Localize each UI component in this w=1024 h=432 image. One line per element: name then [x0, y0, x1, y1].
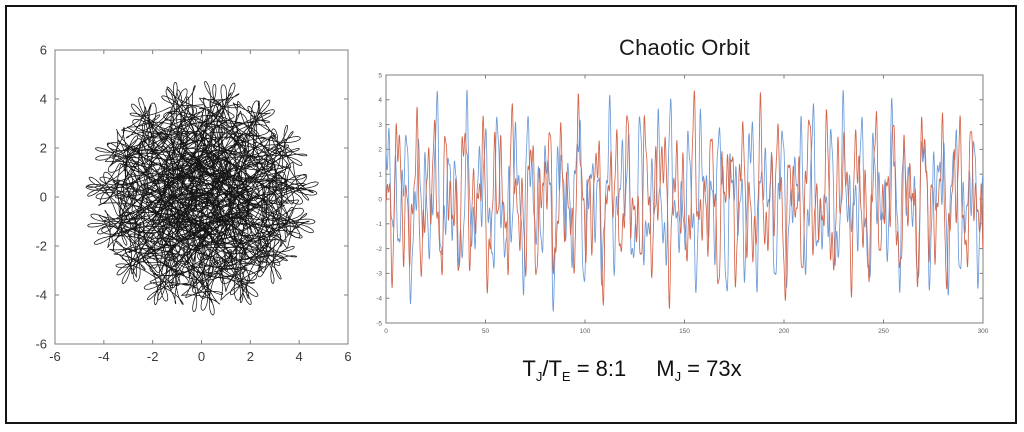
orbit-plot-xtick-label: 2 [247, 349, 254, 364]
timeseries-plot-xtick-label: 150 [679, 328, 690, 335]
orbit-plot-xtick-label: 6 [344, 349, 351, 364]
timeseries-plot-ytick-label: 0 [378, 196, 382, 203]
timeseries-plot-xtick-label: 300 [978, 328, 989, 335]
timeseries-plot-xtick-label: 100 [580, 328, 591, 335]
caption-M: M [656, 356, 675, 381]
timeseries-plot-ytick-label: 5 [378, 72, 382, 79]
timeseries-plot-xtick-label: 200 [779, 328, 790, 335]
orbit-plot-xtick-label: 4 [296, 349, 303, 364]
timeseries-plot-xtick-label: 0 [384, 328, 388, 335]
series-path-body-1-blue [386, 89, 983, 312]
figure-border [5, 5, 1017, 424]
caption-sub-J1: J [535, 369, 543, 384]
timeseries-plot-xtick-label: 250 [878, 328, 889, 335]
orbit-plot-ytick-label: 4 [40, 92, 47, 107]
caption-mass-value: = 73x [681, 356, 742, 381]
orbit-plot-xtick-label: 0 [198, 349, 205, 364]
series-path-body-2-orange [386, 90, 983, 309]
timeseries-plot-ytick-label: 4 [378, 97, 382, 104]
timeseries-plot-ytick-label: -1 [376, 221, 382, 228]
caption: TJ/TE = 8:1 MJ = 73x [522, 356, 741, 384]
orbit-plot-xtick-label: -4 [98, 349, 110, 364]
timeseries-plot-xtick-label: 50 [482, 328, 490, 335]
timeseries-plot-ytick-label: -5 [376, 320, 382, 327]
timeseries-plot-ytick-label: -3 [376, 271, 382, 278]
orbit-plot-ytick-label: -2 [35, 239, 47, 254]
orbit-plot-ytick-label: 0 [40, 190, 47, 205]
caption-T1: T [522, 356, 536, 381]
timeseries-plot-ytick-label: 2 [378, 147, 382, 154]
orbit-plot-ytick-label: 2 [40, 141, 47, 156]
timeseries-plot-ytick-label: 1 [378, 172, 382, 179]
orbit-plot-xtick-label: -6 [49, 349, 61, 364]
caption-slash-T: /T [542, 356, 562, 381]
orbit-plot-ytick-label: -6 [35, 337, 47, 352]
timeseries-title: Chaotic Orbit [619, 35, 750, 60]
timeseries-plot-ytick-label: -2 [376, 246, 382, 253]
orbit-trajectory-path [85, 81, 319, 316]
timeseries-plot-ytick-label: 3 [378, 122, 382, 129]
orbit-plot-ytick-label: -4 [35, 288, 47, 303]
orbit-plot-ytick-label: 6 [40, 43, 47, 58]
orbit-plot-xtick-label: -2 [147, 349, 159, 364]
caption-sub-J2: J [674, 369, 682, 384]
caption-ratio-value: = 8:1 [570, 356, 627, 381]
caption-sub-E: E [561, 369, 571, 384]
timeseries-plot-ytick-label: -4 [376, 296, 382, 303]
